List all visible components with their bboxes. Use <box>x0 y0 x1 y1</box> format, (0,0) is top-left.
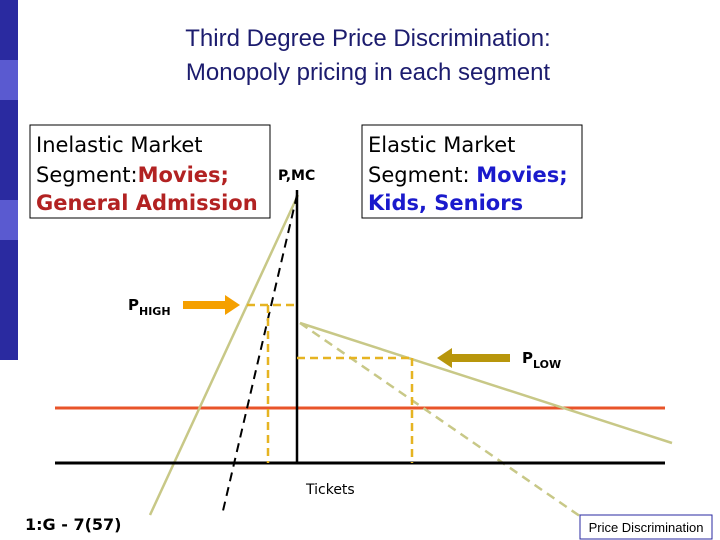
y-axis-label: P,MC <box>278 168 315 184</box>
slide-id: 1:G - 7(57) <box>25 515 121 534</box>
subscript: HIGH <box>139 305 171 318</box>
left-box-text: Segment:Movies; <box>36 163 229 187</box>
title: Monopoly pricing in each segment <box>186 59 551 86</box>
section-label: Price Discrimination <box>589 520 704 535</box>
x-axis-label: Tickets <box>305 482 355 498</box>
p-high-label: PHIGH <box>128 296 171 318</box>
p-low-label: PLOW <box>522 349 561 371</box>
side-bar-accent <box>0 60 18 100</box>
highlight: Movies; <box>138 163 229 187</box>
text: P <box>128 296 139 314</box>
right-box <box>361 124 583 219</box>
title: Third Degree Price Discrimination: <box>185 25 550 52</box>
p-low-arrow <box>437 348 510 368</box>
right-box-text: Elastic Market <box>368 133 515 157</box>
highlight: Movies; <box>476 163 567 187</box>
right-box-text: Segment: Movies; <box>368 163 568 187</box>
text: Segment: <box>368 163 476 187</box>
side-bar <box>0 0 18 360</box>
p-high-arrow <box>183 295 240 315</box>
left-box-text: General Admission <box>36 191 258 215</box>
inelastic-demand <box>148 194 300 516</box>
text: P <box>522 349 533 367</box>
inelastic-mr <box>221 194 298 516</box>
elastic-demand <box>299 321 673 445</box>
subscript: LOW <box>533 358 561 371</box>
left-box-text: Inelastic Market <box>36 133 203 157</box>
section-box <box>579 514 713 540</box>
left-box <box>29 124 271 219</box>
side-bar-accent <box>0 200 18 240</box>
text: Segment: <box>36 163 138 187</box>
right-box-text: Kids, Seniors <box>368 191 523 215</box>
